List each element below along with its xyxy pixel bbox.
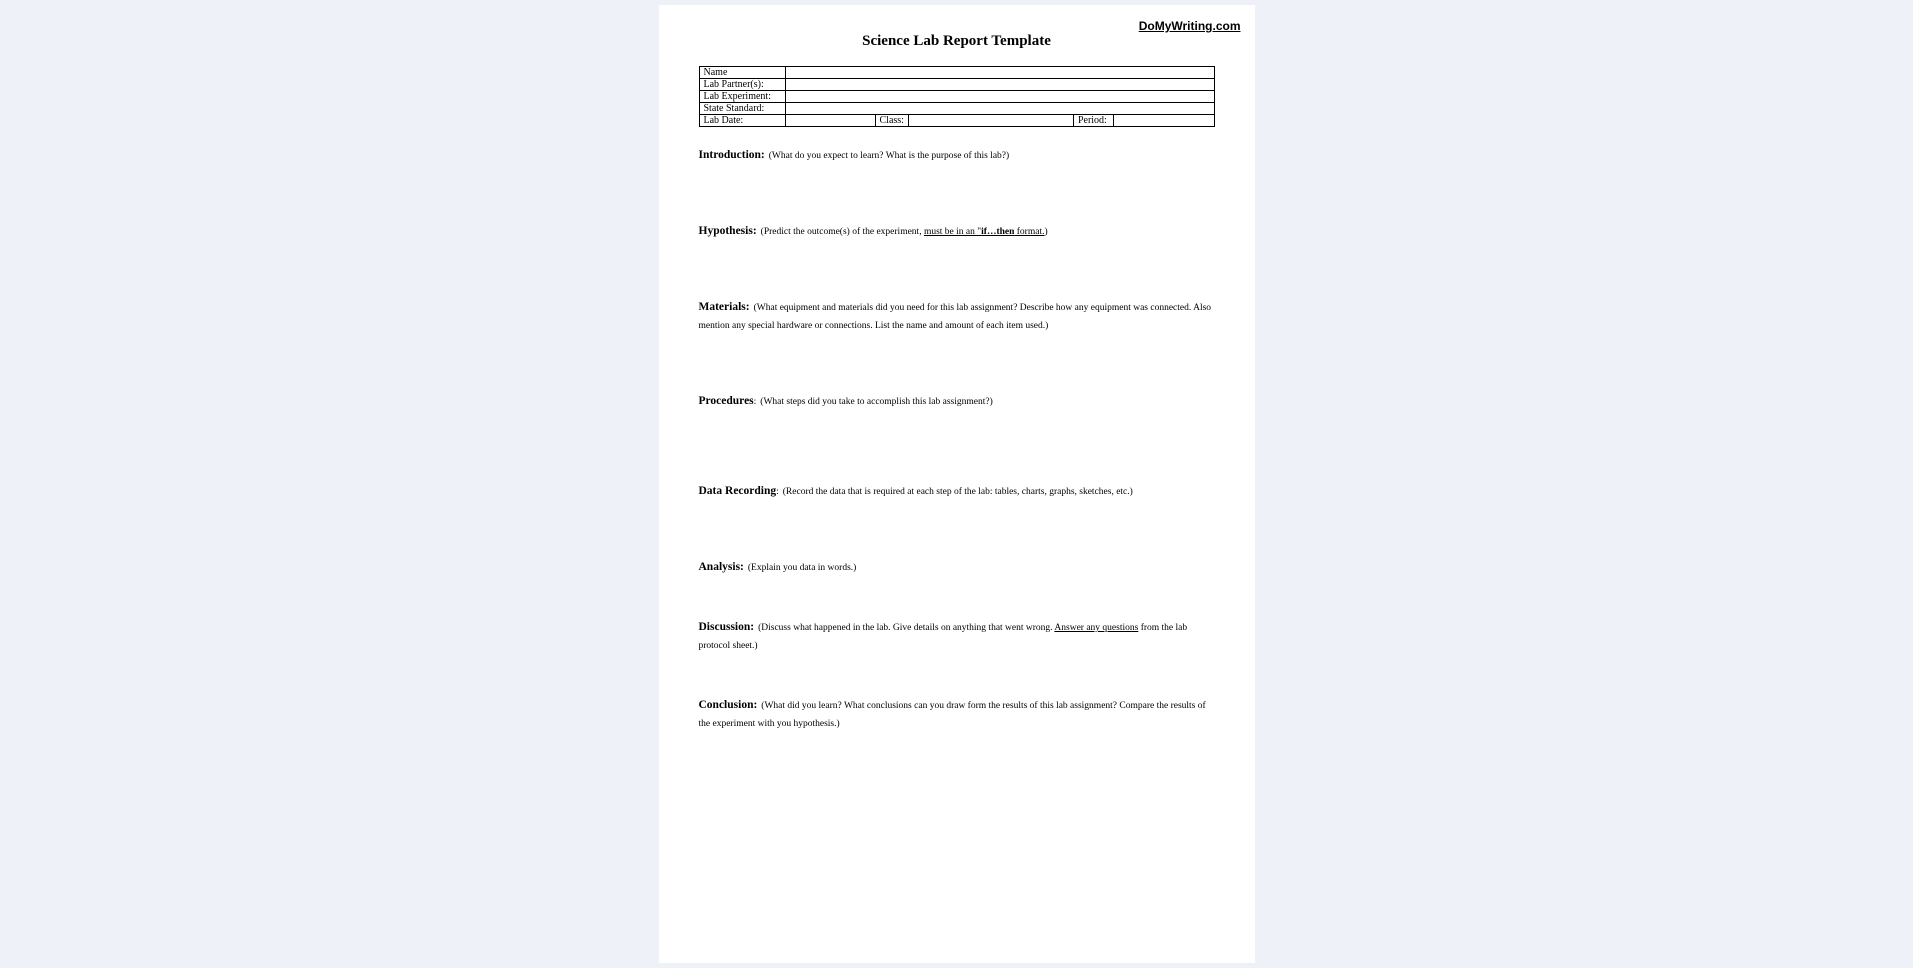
watermark-link: DoMyWriting.com <box>1139 19 1241 33</box>
section-hypothesis: Hypothesis: (Predict the outcome(s) of t… <box>699 221 1215 239</box>
table-row: Lab Date: Class: Period: <box>699 115 1214 127</box>
heading-data-recording: Data Recording <box>699 485 777 497</box>
hint-procedures: (What steps did you take to accomplish t… <box>760 397 992 407</box>
section-introduction: Introduction: (What do you expect to lea… <box>699 145 1215 163</box>
table-row: Name <box>699 67 1214 79</box>
field-class <box>908 115 1073 127</box>
table-row: Lab Partner(s): <box>699 79 1214 91</box>
heading-discussion: Discussion: <box>699 621 755 633</box>
field-experiment <box>785 91 1214 103</box>
field-period <box>1113 115 1214 127</box>
hint-discussion: (Discuss what happened in the lab. Give … <box>699 623 1188 651</box>
field-name <box>785 67 1214 79</box>
label-partners: Lab Partner(s): <box>699 79 785 91</box>
label-experiment: Lab Experiment: <box>699 91 785 103</box>
label-period: Period: <box>1073 115 1113 127</box>
document-page: DoMyWriting.com Science Lab Report Templ… <box>659 5 1255 963</box>
hint-data-recording: (Record the data that is required at eac… <box>783 487 1133 497</box>
document-title: Science Lab Report Template <box>699 33 1215 50</box>
section-materials: Materials: (What equipment and materials… <box>699 297 1215 333</box>
field-date <box>785 115 875 127</box>
label-class: Class: <box>875 115 908 127</box>
section-data-recording: Data Recording: (Record the data that is… <box>699 481 1215 499</box>
table-row: Lab Experiment: <box>699 91 1214 103</box>
heading-analysis: Analysis: <box>699 561 744 573</box>
label-standard: State Standard: <box>699 103 785 115</box>
section-analysis: Analysis: (Explain you data in words.) <box>699 557 1215 575</box>
field-partners <box>785 79 1214 91</box>
heading-procedures: Procedures <box>699 395 754 407</box>
heading-introduction: Introduction: <box>699 149 765 161</box>
heading-hypothesis: Hypothesis: <box>699 225 757 237</box>
section-discussion: Discussion: (Discuss what happened in th… <box>699 617 1215 653</box>
colon-data-recording: : <box>776 487 779 497</box>
table-row: State Standard: <box>699 103 1214 115</box>
hint-materials: (What equipment and materials did you ne… <box>699 303 1212 331</box>
section-procedures: Procedures: (What steps did you take to … <box>699 391 1215 409</box>
hint-introduction: (What do you expect to learn? What is th… <box>769 151 1009 161</box>
section-conclusion: Conclusion: (What did you learn? What co… <box>699 695 1215 731</box>
hint-analysis: (Explain you data in words.) <box>748 563 856 573</box>
heading-materials: Materials: <box>699 301 750 313</box>
label-name: Name <box>699 67 785 79</box>
hint-conclusion: (What did you learn? What conclusions ca… <box>699 701 1206 729</box>
colon-procedures: : <box>754 397 757 407</box>
hint-hypothesis: (Predict the outcome(s) of the experimen… <box>761 227 1048 237</box>
field-standard <box>785 103 1214 115</box>
info-table: Name Lab Partner(s): Lab Experiment: Sta… <box>699 66 1215 127</box>
heading-conclusion: Conclusion: <box>699 699 758 711</box>
label-date: Lab Date: <box>699 115 785 127</box>
